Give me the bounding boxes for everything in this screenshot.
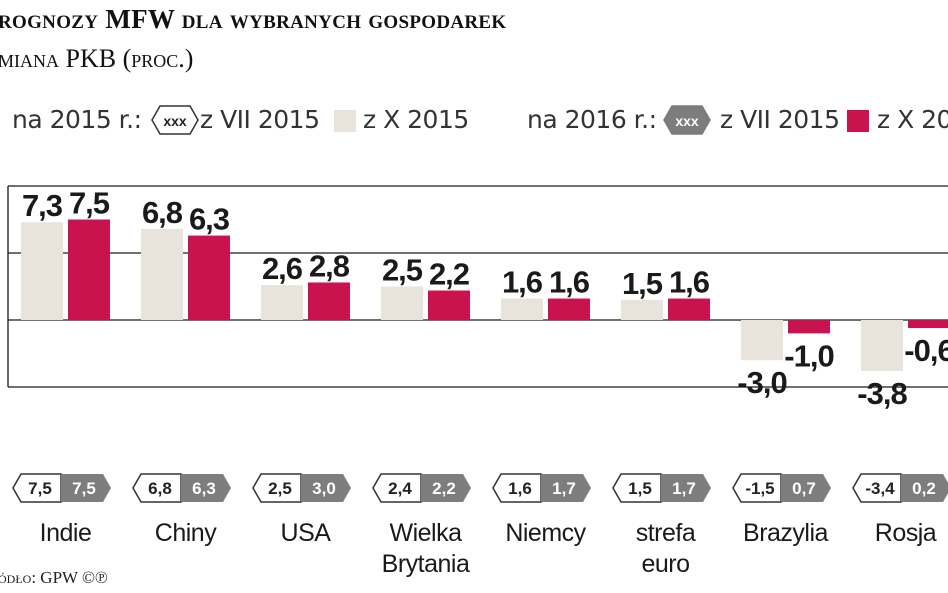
legend-swatch-red bbox=[847, 110, 869, 132]
category-labels: Indie Chiny USA Wielka Brytania Niemcy strefa e… bbox=[40, 519, 938, 578]
badge-2016-label: 1,7 bbox=[552, 479, 576, 498]
value-label: 6,3 bbox=[189, 202, 230, 237]
legend-badge-dark: xxx bbox=[663, 105, 711, 135]
legend-series-jul-2016: z VII 2015 bbox=[720, 105, 840, 134]
bar-2016 bbox=[308, 282, 350, 320]
legend-badge-light: xxx bbox=[151, 105, 199, 135]
chart-title: rognozy MFW dla wybranych gospodarek bbox=[0, 4, 507, 34]
badge-2015-label: 1,6 bbox=[508, 479, 532, 498]
legend-series-oct-2016: z X 20 bbox=[877, 105, 948, 134]
legend-label-2016: na 2016 r.: bbox=[527, 105, 657, 134]
category-label: USA bbox=[281, 519, 332, 547]
value-label: -1,0 bbox=[784, 338, 833, 373]
legend-series-jul-2015: z VII 2015 bbox=[200, 105, 320, 134]
bar-2015 bbox=[141, 228, 183, 320]
bar-2016 bbox=[188, 235, 230, 320]
badge-2015-label: -1,5 bbox=[745, 479, 774, 498]
category-label: Rosja bbox=[875, 519, 937, 547]
badges: 7,5 7,5 6,8 6,3 2,5 3,0 2,4 2,2 1,6 1,7 1,5 1,7 -1,5… bbox=[12, 473, 948, 503]
bar-2016 bbox=[68, 219, 110, 320]
source-note: ódło: GPW ©℗ bbox=[0, 568, 108, 587]
badge-2015-label: 7,5 bbox=[28, 479, 52, 498]
category-label: strefa bbox=[636, 519, 696, 547]
value-label: 2,2 bbox=[429, 257, 469, 292]
legend-label-2015: na 2015 r.: bbox=[12, 105, 142, 134]
badge-2016 bbox=[541, 474, 591, 502]
category-label: euro bbox=[641, 550, 689, 578]
badge-2015-label: 1,5 bbox=[628, 479, 652, 498]
category-label: Indie bbox=[40, 519, 92, 547]
category-label: Brytania bbox=[382, 550, 470, 578]
badge-2016-label: 7,5 bbox=[72, 479, 96, 498]
bar-2015 bbox=[861, 320, 903, 371]
badge-2016 bbox=[421, 474, 471, 502]
bar-2016 bbox=[668, 298, 710, 320]
value-label: 2,5 bbox=[382, 253, 423, 288]
value-label: -3,8 bbox=[857, 376, 907, 411]
category-label: Chiny bbox=[155, 519, 217, 547]
bar-2016 bbox=[908, 320, 948, 329]
badge-2016-label: 2,2 bbox=[432, 479, 456, 498]
bars bbox=[21, 219, 948, 371]
category-label: Wielka bbox=[389, 519, 462, 547]
value-label: 1,6 bbox=[669, 265, 710, 300]
value-label: -0,6 bbox=[904, 333, 948, 368]
badge-2016-label: 1,7 bbox=[672, 479, 696, 498]
badge-2015-label: 2,4 bbox=[388, 479, 412, 498]
badge-2016 bbox=[661, 474, 711, 502]
value-label: -3,0 bbox=[737, 365, 786, 400]
category-label: Niemcy bbox=[505, 519, 586, 547]
badge-2015-label: 2,5 bbox=[268, 479, 292, 498]
bar-2016 bbox=[428, 290, 470, 320]
value-label: 7,3 bbox=[22, 188, 63, 223]
svg-text:xxx: xxx bbox=[163, 113, 187, 129]
value-label: 1,6 bbox=[549, 265, 590, 300]
badge-2015-label: 6,8 bbox=[148, 479, 172, 498]
badge-2016-label: 3,0 bbox=[312, 479, 336, 498]
value-label: 1,6 bbox=[502, 265, 543, 300]
value-label: 1,5 bbox=[622, 266, 663, 301]
legend-series-oct-2015: z X 2015 bbox=[363, 105, 469, 134]
badge-2016 bbox=[781, 474, 831, 502]
category-label: Brazylia bbox=[743, 519, 829, 547]
bar-2015 bbox=[21, 222, 63, 320]
svg-text:xxx: xxx bbox=[675, 113, 699, 129]
value-label: 7,5 bbox=[69, 186, 110, 221]
bar-2015 bbox=[621, 299, 663, 320]
badge-2016-label: 6,3 bbox=[192, 479, 216, 498]
badge-2016-label: 0,2 bbox=[912, 479, 936, 498]
badge-2015-label: -3,4 bbox=[865, 479, 895, 498]
badge-2016 bbox=[901, 474, 948, 502]
legend-swatch-light bbox=[334, 110, 356, 132]
bar-2015 bbox=[501, 298, 543, 320]
bar-2015 bbox=[261, 285, 303, 320]
badge-2016-label: 0,7 bbox=[792, 479, 816, 498]
chart-subtitle: miana PKB (proc.) bbox=[0, 44, 194, 73]
badge-2016 bbox=[181, 474, 231, 502]
value-label: 6,8 bbox=[142, 195, 183, 230]
value-label: 2,6 bbox=[262, 251, 303, 286]
value-labels: 7,3 7,5 6,8 6,32,6 2,8 2,5 2,2 1,6 1,6 1,5 1,6-3,0… bbox=[22, 186, 948, 411]
badge-2016 bbox=[61, 474, 111, 502]
badge-2016 bbox=[301, 474, 351, 502]
bar-2015 bbox=[741, 320, 783, 361]
bar-2016 bbox=[788, 320, 830, 334]
bar-2016 bbox=[548, 298, 590, 320]
bar-2015 bbox=[381, 286, 423, 320]
value-label: 2,8 bbox=[309, 248, 350, 283]
